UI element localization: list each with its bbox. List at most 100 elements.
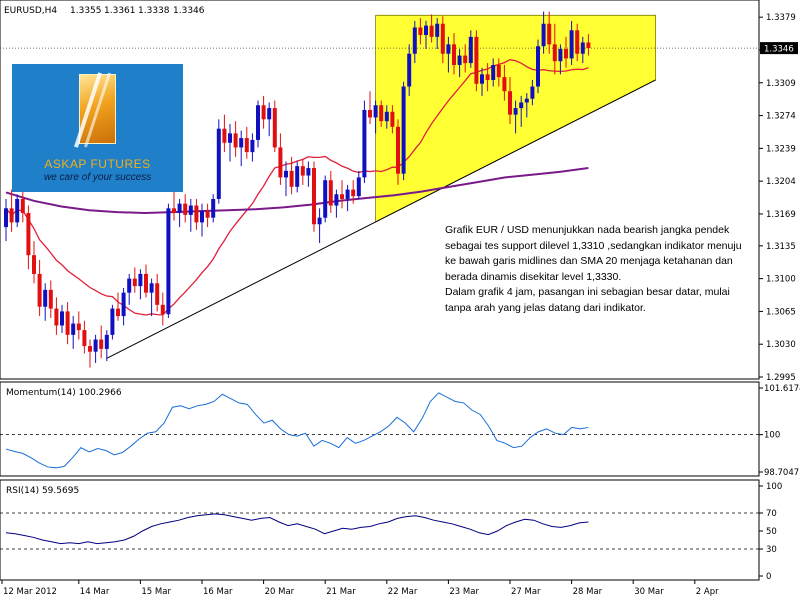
candle-body <box>452 44 456 65</box>
ohlc-close: 1.3346 <box>173 6 205 16</box>
ohlc-low: 1.3338 <box>138 6 170 16</box>
current-price-tag <box>760 42 798 55</box>
time-tick-label: 23 Mar <box>449 587 479 597</box>
candle-body <box>71 323 76 335</box>
candle <box>65 302 70 345</box>
candle <box>9 189 14 232</box>
candle-body <box>88 346 92 352</box>
candle <box>491 58 496 87</box>
candle <box>547 11 552 54</box>
candle <box>328 170 333 214</box>
rsi-pane-frame <box>0 479 760 581</box>
candle-body <box>116 308 120 317</box>
candle-body <box>121 292 126 317</box>
candle-body <box>373 105 378 118</box>
candle-body <box>82 330 87 347</box>
candle-body <box>418 27 423 35</box>
candle <box>132 267 137 293</box>
candle-body <box>547 23 552 45</box>
candle <box>194 198 199 230</box>
analysis-line: berada dinamis disekitar level 1,3330. <box>445 270 622 283</box>
candle-body <box>351 189 356 197</box>
brand-logo: ASKAP FUTURES we care of your success <box>12 64 183 192</box>
analysis-line: sebagai tes support dilevel 1,3310 ,seda… <box>445 239 742 252</box>
candle-body <box>401 86 406 174</box>
candle-body <box>228 133 232 143</box>
candle <box>104 330 109 362</box>
candle-body <box>222 128 227 143</box>
price-tick-label: 1.3030 <box>766 340 796 350</box>
golden-card-icon <box>79 74 116 144</box>
candle-body <box>32 255 36 274</box>
time-tick-label: 22 Mar <box>388 587 418 597</box>
candle <box>233 121 238 157</box>
analysis-line: tanpa arah yang jelas datang dari indika… <box>445 301 646 314</box>
candle <box>351 180 356 204</box>
candle <box>435 18 440 50</box>
analysis-line: Dalam grafik 4 jam, pasangan ini sebagia… <box>445 286 730 298</box>
candle-body <box>4 208 8 228</box>
candle <box>267 102 272 137</box>
candle-body <box>485 74 490 80</box>
candle-body <box>530 86 535 99</box>
rsi-tick-label: 70 <box>766 509 777 519</box>
candle <box>250 133 255 162</box>
logo-name: ASKAP FUTURES <box>44 157 151 171</box>
ohlc-open: 1.3355 <box>70 6 102 16</box>
candle <box>429 14 434 43</box>
candle <box>368 91 372 125</box>
candle-body <box>519 102 524 109</box>
candle <box>390 105 395 134</box>
candle-body <box>99 339 104 349</box>
candle-body <box>272 108 277 148</box>
analysis-line: ke bawah garis midlines dan SMA 20 menja… <box>445 255 733 267</box>
candle-body <box>496 64 501 78</box>
price-tick-label: 1.3309 <box>766 79 796 89</box>
candle <box>222 114 227 153</box>
candle-body <box>205 211 210 218</box>
candle-body <box>256 105 260 140</box>
time-tick-label: 21 Mar <box>326 587 356 597</box>
candle-body <box>508 91 512 115</box>
candle <box>216 119 221 204</box>
momentum-line <box>5 392 589 469</box>
candle <box>334 189 339 218</box>
candle <box>446 36 451 73</box>
candle-body <box>569 30 574 59</box>
candle <box>272 100 277 153</box>
candle <box>43 283 48 321</box>
candle-body <box>211 198 216 218</box>
candle <box>205 203 210 228</box>
candle-body <box>541 23 546 47</box>
candle-body <box>194 205 199 223</box>
time-tick-label: 16 Mar <box>203 587 233 597</box>
candle <box>379 100 384 127</box>
candle-body <box>468 36 473 64</box>
candle <box>127 273 132 305</box>
support-trendline <box>106 79 656 359</box>
candle <box>502 64 507 101</box>
candle-body <box>340 194 344 199</box>
candle <box>519 95 524 127</box>
long-ma-line <box>5 167 589 215</box>
candle-body <box>300 166 305 176</box>
price-tick-label: 1.3204 <box>766 177 796 187</box>
candle <box>160 292 165 326</box>
candle-body <box>564 49 568 59</box>
candle <box>312 161 316 232</box>
candle <box>424 20 428 50</box>
candle-body <box>575 30 580 54</box>
candle-body <box>480 74 484 84</box>
price-tick-label: 1.3169 <box>766 210 796 220</box>
candle-body <box>65 311 70 335</box>
candle-body <box>188 205 193 215</box>
candle <box>317 208 322 244</box>
candle <box>110 304 115 340</box>
candle-body <box>362 109 367 178</box>
candle-body <box>536 46 540 87</box>
candle <box>200 203 204 237</box>
candle-body <box>37 273 42 307</box>
candle-body <box>15 198 20 223</box>
candle <box>323 175 328 223</box>
candle <box>524 93 529 118</box>
